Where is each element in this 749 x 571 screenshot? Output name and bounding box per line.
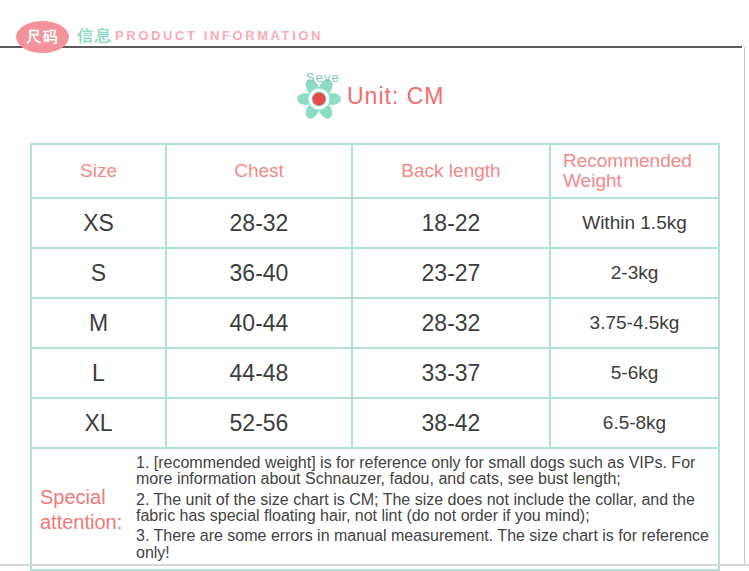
cell-size: S	[31, 248, 166, 298]
note-1: 1. [recommended weight] is for reference…	[136, 455, 722, 488]
product-information-panel: 尺码 信息 PRODUCT INFORMATION Seve Unit: CM …	[0, 0, 749, 571]
size-badge-label: 尺码	[27, 28, 59, 47]
cell-size: L	[31, 348, 166, 398]
cell-weight: Within 1.5kg	[550, 198, 719, 248]
bottom-divider-line	[0, 564, 749, 566]
cell-weight: 3.75-4.5kg	[550, 298, 719, 348]
table-row-s: S 36-40 23-27 2-3kg	[31, 248, 719, 298]
cell-back-length: 28-32	[352, 298, 550, 348]
special-attention-label: Special attention:	[40, 485, 140, 535]
unit-label: Unit: CM	[347, 83, 444, 110]
cell-size: XS	[31, 198, 166, 248]
size-chart-table: Size Chest Back length Recommended Weigh…	[30, 143, 720, 571]
cell-back-length: 33-37	[352, 348, 550, 398]
cell-weight: 6.5-8kg	[550, 398, 719, 448]
cell-back-length: 23-27	[352, 248, 550, 298]
cell-size: XL	[31, 398, 166, 448]
note-3: 3. There are some errors in manual measu…	[136, 528, 722, 561]
notes-block: 1. [recommended weight] is for reference…	[136, 453, 722, 561]
cell-back-length: 38-42	[352, 398, 550, 448]
right-border-line	[744, 47, 745, 565]
column-header-recommended-weight: Recommended Weight	[550, 144, 719, 198]
info-label-cn: 信息	[77, 26, 113, 47]
cell-chest: 44-48	[166, 348, 352, 398]
column-header-chest: Chest	[166, 144, 352, 198]
cell-chest: 36-40	[166, 248, 352, 298]
cell-weight: 2-3kg	[550, 248, 719, 298]
flower-icon-label: Seve	[306, 70, 340, 85]
table-row-xs: XS 28-32 18-22 Within 1.5kg	[31, 198, 719, 248]
cell-chest: 52-56	[166, 398, 352, 448]
header-divider-line	[0, 46, 742, 48]
cell-chest: 40-44	[166, 298, 352, 348]
cell-weight: 5-6kg	[550, 348, 719, 398]
table-row-l: L 44-48 33-37 5-6kg	[31, 348, 719, 398]
column-header-back-length: Back length	[352, 144, 550, 198]
size-badge: 尺码	[16, 21, 69, 53]
table-header-row: Size Chest Back length Recommended Weigh…	[31, 144, 719, 198]
cell-chest: 28-32	[166, 198, 352, 248]
table-row-xl: XL 52-56 38-42 6.5-8kg	[31, 398, 719, 448]
cell-back-length: 18-22	[352, 198, 550, 248]
note-2: 2. The unit of the size chart is CM; The…	[136, 492, 722, 525]
column-header-size: Size	[31, 144, 166, 198]
table-row-m: M 40-44 28-32 3.75-4.5kg	[31, 298, 719, 348]
cell-size: M	[31, 298, 166, 348]
page-title: PRODUCT INFORMATION	[115, 28, 323, 43]
special-attention-row: Special attention: 1. [recommended weigh…	[31, 448, 719, 570]
